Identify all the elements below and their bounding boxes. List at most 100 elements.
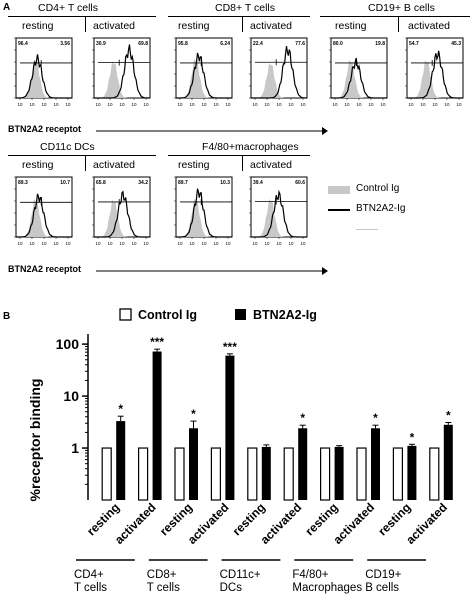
- x-tick-label: 10: [456, 102, 462, 107]
- group-divider: [242, 155, 243, 171]
- legend-swatch-gate: [356, 229, 378, 230]
- btn2a2-ig-histogram: [251, 46, 307, 99]
- histogram-cd11c-resting: 10 10 10 10 10 89.3 10.7: [14, 176, 73, 246]
- x-tick-label: 10: [143, 241, 149, 246]
- x-tick-label: 10: [95, 102, 101, 107]
- percent-left: 89.3: [18, 180, 28, 186]
- percent-left: 22.4: [253, 41, 263, 47]
- x-tick-label: 10: [356, 102, 362, 107]
- plot-frame: [15, 37, 73, 99]
- x-tick-label: 10: [408, 102, 414, 107]
- legend-label-control-bar: Control Ig: [138, 308, 197, 322]
- control-ig-histogram: [251, 62, 307, 98]
- group-label: B cells: [365, 582, 399, 594]
- control-ig-histogram: [176, 58, 232, 98]
- percent-right: 6.24: [220, 41, 230, 47]
- histogram-f480-resting: 10 10 10 10 10 89.7 10.3: [174, 176, 233, 246]
- x-tick-label: 10: [65, 102, 71, 107]
- control-ig-histogram: [94, 199, 150, 237]
- y-tick-label: 10: [63, 388, 79, 404]
- group-label: T cells: [74, 582, 107, 594]
- control-ig-histogram: [331, 59, 387, 98]
- plot-frame: [93, 176, 151, 238]
- condition-label: resting: [178, 159, 210, 171]
- btn2a2-ig-histogram: [16, 193, 72, 238]
- x-tick-label: 10: [189, 102, 195, 107]
- legend-label-test-bar: BTN2A2-Ig: [253, 308, 317, 322]
- percent-right: 34.2: [138, 180, 148, 186]
- x-tick-label: 10: [29, 102, 35, 107]
- percent-right: 10.3: [220, 180, 230, 186]
- control-ig-histogram: [16, 59, 72, 98]
- condition-label: resting: [22, 159, 54, 171]
- btn2a2-ig-histogram: [331, 57, 387, 99]
- group-title-cd8: CD8+ T cells: [215, 2, 276, 14]
- bar-btn2a2-ig: [152, 351, 162, 500]
- x-tick-label: 10: [41, 241, 47, 246]
- group-title-cd11c: CD11c DCs: [40, 141, 95, 153]
- group-label: T cells: [147, 582, 180, 594]
- group-title-cd4: CD4+ T cells: [38, 2, 99, 14]
- control-ig-histogram: [94, 61, 150, 98]
- bar-control-ig: [283, 447, 294, 501]
- bar-btn2a2-ig: [116, 421, 126, 500]
- bar-control-ig: [392, 447, 403, 501]
- x-tick-label: 10: [432, 102, 438, 107]
- axis-arrow-row2: [96, 267, 328, 275]
- x-tick-label: 10: [252, 241, 258, 246]
- histogram-cd8-activated: 10 10 10 10 10 22.4 77.6: [249, 37, 308, 107]
- control-ig-histogram: [16, 198, 72, 237]
- condition-label: activated: [250, 20, 293, 32]
- group-divider: [398, 16, 399, 32]
- percent-left: 54.7: [409, 41, 419, 47]
- legend-swatch-control-bar: [119, 308, 132, 321]
- percent-left: 95.8: [178, 41, 188, 47]
- significance-marker: *: [300, 411, 305, 425]
- histogram-cd8-resting: 10 10 10 10 10 95.8 6.24: [174, 37, 233, 107]
- x-tick-label: 10: [131, 241, 137, 246]
- percent-right: 3.56: [60, 41, 70, 47]
- group-divider: [85, 16, 86, 32]
- panel-a-letter: A: [3, 2, 11, 13]
- histogram-f480-activated: 10 10 10 10 10 39.4 60.6: [249, 176, 308, 246]
- legend-label-control: Control Ig: [356, 183, 400, 194]
- histogram-cd19-activated: 10 10 10 10 10 54.7 45.3: [405, 37, 464, 107]
- bar-control-ig: [320, 447, 331, 501]
- axis-caption-row2: BTN2A2 receptot: [8, 264, 82, 274]
- x-tick-label: 10: [53, 241, 59, 246]
- legend-swatch-control: [328, 186, 350, 194]
- plot-frame: [175, 176, 233, 238]
- bar-btn2a2-ig: [189, 428, 198, 500]
- x-tick-label: 10: [225, 102, 231, 107]
- percent-left: 80.0: [333, 41, 343, 47]
- group-rule-cd4: [8, 16, 156, 17]
- group-label: CD8+: [147, 569, 177, 581]
- bar-btn2a2-ig: [334, 446, 344, 500]
- percent-right: 69.8: [138, 41, 148, 47]
- percent-left: 96.4: [18, 41, 28, 47]
- axis-caption-row1: BTN2A2 receptot: [8, 124, 82, 134]
- x-tick-label: 10: [288, 241, 294, 246]
- significance-marker: ***: [223, 340, 237, 354]
- condition-label: activated: [408, 20, 451, 32]
- x-tick-label: 10: [300, 102, 306, 107]
- x-tick-label: 10: [213, 102, 219, 107]
- plot-frame: [15, 176, 73, 238]
- histogram-cd11c-activated: 10 10 10 10 10 65.8 34.2: [92, 176, 151, 246]
- condition-label: resting: [22, 20, 54, 32]
- group-divider: [85, 155, 86, 171]
- group-label: CD4+: [74, 569, 104, 581]
- bar-control-ig: [138, 447, 149, 501]
- significance-marker: ***: [150, 335, 164, 349]
- x-tick-label: 10: [41, 102, 47, 107]
- group-label: DCs: [220, 582, 243, 594]
- x-tick-label: 10: [344, 102, 350, 107]
- group-label: Macrophages: [292, 582, 362, 594]
- percent-left: 39.4: [253, 180, 263, 186]
- btn2a2-ig-histogram: [94, 44, 150, 99]
- group-label: CD19+: [365, 569, 401, 581]
- btn2a2-ig-histogram: [251, 189, 307, 238]
- histogram-cd4-activated: 10 10 10 10 10 30.9 69.8: [92, 37, 151, 107]
- x-tick-label: 10: [332, 102, 338, 107]
- control-ig-histogram: [176, 198, 232, 237]
